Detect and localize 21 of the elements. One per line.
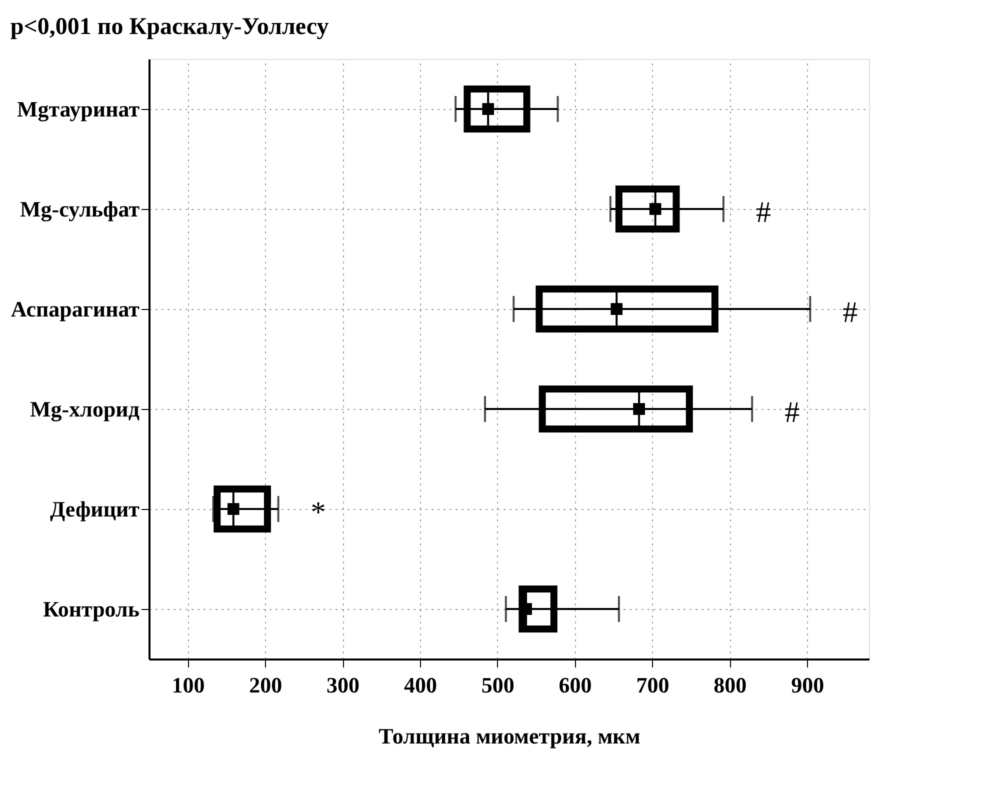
x-tick-label: 500 [481,672,514,698]
y-tick-label: Дефицит [50,496,140,522]
text: # [784,396,800,429]
x-tick-label: 600 [558,672,592,698]
text: # [756,196,771,229]
text: * [310,496,326,529]
y-tick-label: Mg-хлорид [30,396,140,422]
text: # [842,296,858,329]
x-axis-title: Толщина миометрия, мкм [378,724,640,748]
x-tick-label: 900 [791,672,824,698]
x-tick-label: 300 [326,672,360,698]
chart-title: p<0,001 по Краскалу-Уоллесу [10,14,329,40]
y-tick-label: Mg-сульфат [20,196,140,222]
x-tick-label: 200 [249,672,282,698]
y-tick-label: Контроль [42,596,140,622]
x-tick-label: 400 [404,672,437,698]
x-tick-label: 700 [636,672,670,698]
y-tick-label: Аспарагинат [10,296,140,322]
x-tick-label: 800 [714,672,747,698]
x-tick-label: 100 [172,672,205,698]
y-tick-label: Mgтауринат [16,96,140,122]
